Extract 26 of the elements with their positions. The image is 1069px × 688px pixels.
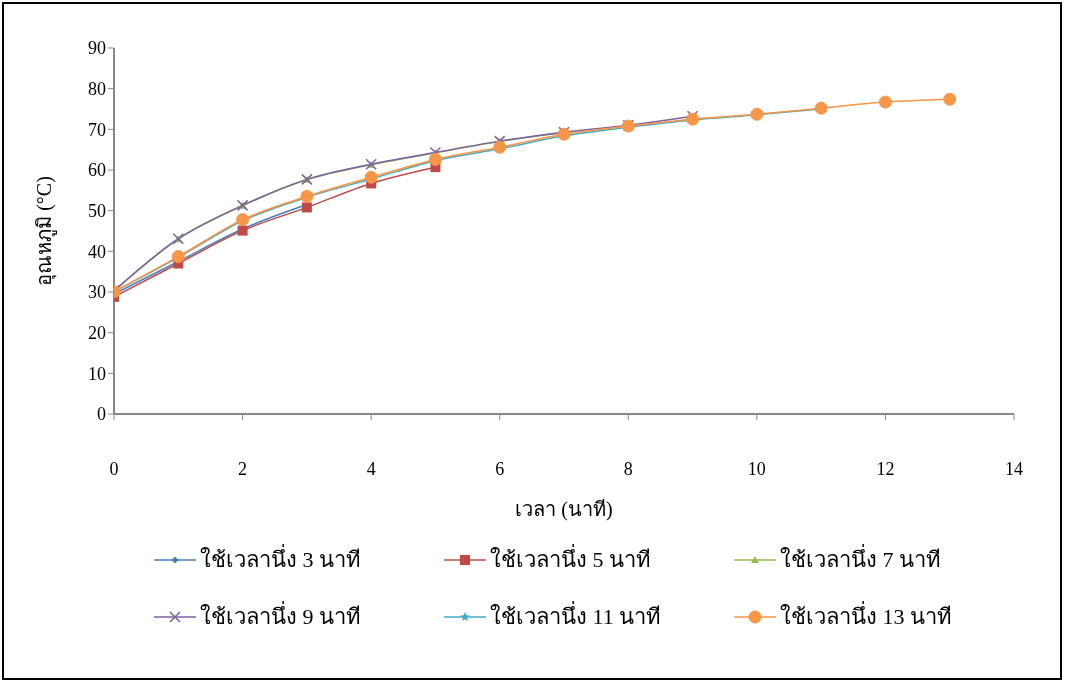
y-tick-label: 90 — [88, 38, 106, 59]
legend-label: ใช้เวลานึ่ง 11 นาที — [490, 600, 662, 631]
y-axis-title: อุณหภูมิ (°C) — [33, 176, 58, 286]
x-tick-label: 8 — [623, 458, 633, 479]
x-tick-label: 2 — [238, 458, 248, 479]
y-tick-label: 80 — [88, 79, 106, 100]
y-tick-label: 30 — [88, 282, 106, 303]
y-tick-label: 60 — [88, 160, 106, 181]
legend-label: ใช้เวลานึ่ง 3 นาที — [200, 543, 361, 574]
x-tick-label: 6 — [495, 458, 505, 479]
x-tick-label: 14 — [1005, 458, 1023, 479]
y-tick-label: 50 — [88, 201, 106, 222]
y-tick-label: 40 — [88, 241, 106, 262]
legend-label: ใช้เวลานึ่ง 7 นาที — [780, 543, 941, 574]
x-tick-label: 12 — [876, 458, 895, 479]
legend-label: ใช้เวลานึ่ง 13 นาที — [780, 600, 952, 631]
y-tick-label: 10 — [88, 363, 106, 384]
y-tick-label: 70 — [88, 119, 106, 140]
x-axis-title: เวลา (นาที) — [515, 498, 613, 521]
legend-label: ใช้เวลานึ่ง 9 นาที — [200, 600, 361, 631]
x-tick-label: 0 — [109, 458, 119, 479]
legend-label: ใช้เวลานึ่ง 5 นาที — [490, 543, 651, 574]
x-tick-label: 10 — [747, 458, 766, 479]
y-tick-label: 0 — [97, 404, 106, 425]
y-tick-label: 20 — [88, 323, 106, 344]
x-tick-label: 4 — [366, 458, 376, 479]
